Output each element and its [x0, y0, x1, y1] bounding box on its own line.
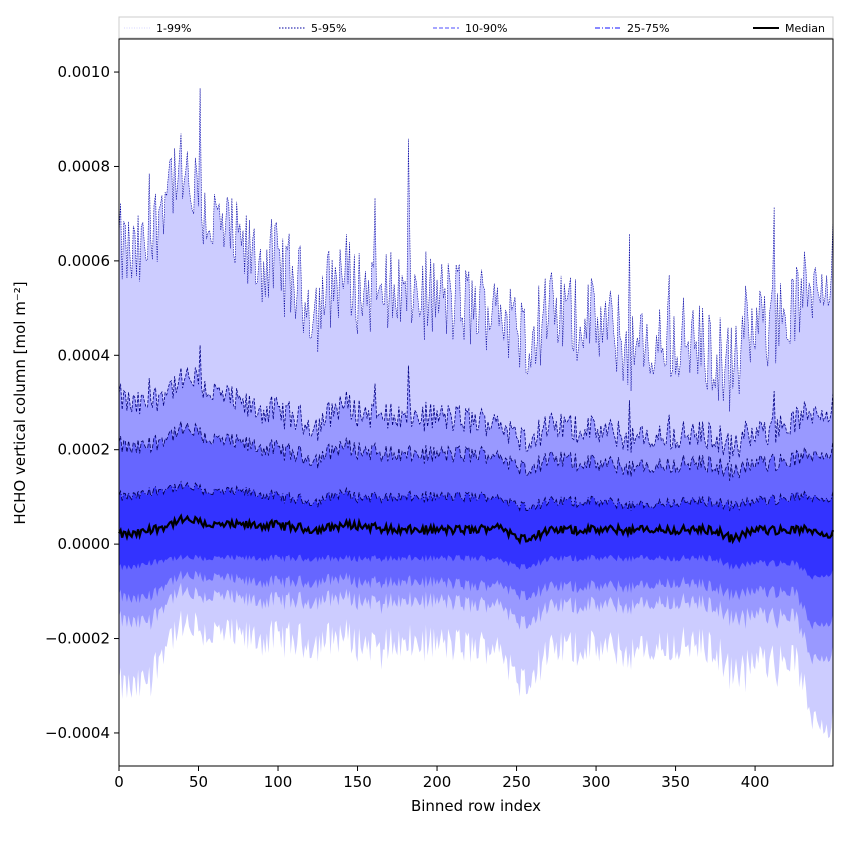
legend-label: 1-99% — [156, 22, 191, 35]
y-tick-label: 0.0002 — [58, 441, 111, 459]
legend-box — [118, 16, 834, 39]
legend-label: 10-90% — [465, 22, 507, 35]
plot-frame — [118, 38, 834, 767]
line-median — [118, 513, 835, 546]
legend-label: Median — [785, 22, 825, 35]
x-tick-label: 250 — [502, 773, 531, 791]
legend-label: 5-95% — [311, 22, 346, 35]
y-axis: −0.0004 −0.0002 0.0000 0.0002 0.0004 0.0006 0.… — [45, 63, 119, 742]
percentile-lines — [118, 88, 835, 546]
y-tick-label: 0.0004 — [58, 346, 111, 364]
x-tick-label: 300 — [582, 773, 611, 791]
y-tick-label: 0.0008 — [58, 157, 111, 175]
percentile-bands — [119, 88, 833, 739]
y-axis-label: HCHO vertical column [mol m⁻²] — [11, 281, 29, 524]
line-p90 — [118, 421, 834, 481]
x-tick-label: 200 — [423, 773, 452, 791]
x-tick-label: 400 — [741, 773, 770, 791]
line-p99 — [118, 88, 834, 412]
line-p95 — [118, 345, 834, 463]
legend-label: 25-75% — [627, 22, 669, 35]
y-tick-label: −0.0004 — [45, 724, 110, 742]
x-tick-label: 100 — [264, 773, 293, 791]
x-tick-label: 0 — [114, 773, 124, 791]
x-tick-label: 350 — [661, 773, 690, 791]
y-tick-label: −0.0002 — [45, 630, 110, 648]
line-p75 — [118, 480, 834, 512]
x-tick-label: 150 — [343, 773, 372, 791]
y-tick-label: 0.0006 — [58, 252, 111, 270]
y-tick-label: 0.0000 — [58, 535, 111, 553]
x-axis: 0 50 100 150 200 250 300 350 400 — [114, 766, 769, 791]
x-tick-label: 50 — [189, 773, 208, 791]
x-axis-label: Binned row index — [411, 797, 541, 815]
legend: 1-99% 5-95% 10-90% 25-75% Median — [118, 16, 834, 39]
y-tick-label: 0.0010 — [58, 63, 111, 81]
